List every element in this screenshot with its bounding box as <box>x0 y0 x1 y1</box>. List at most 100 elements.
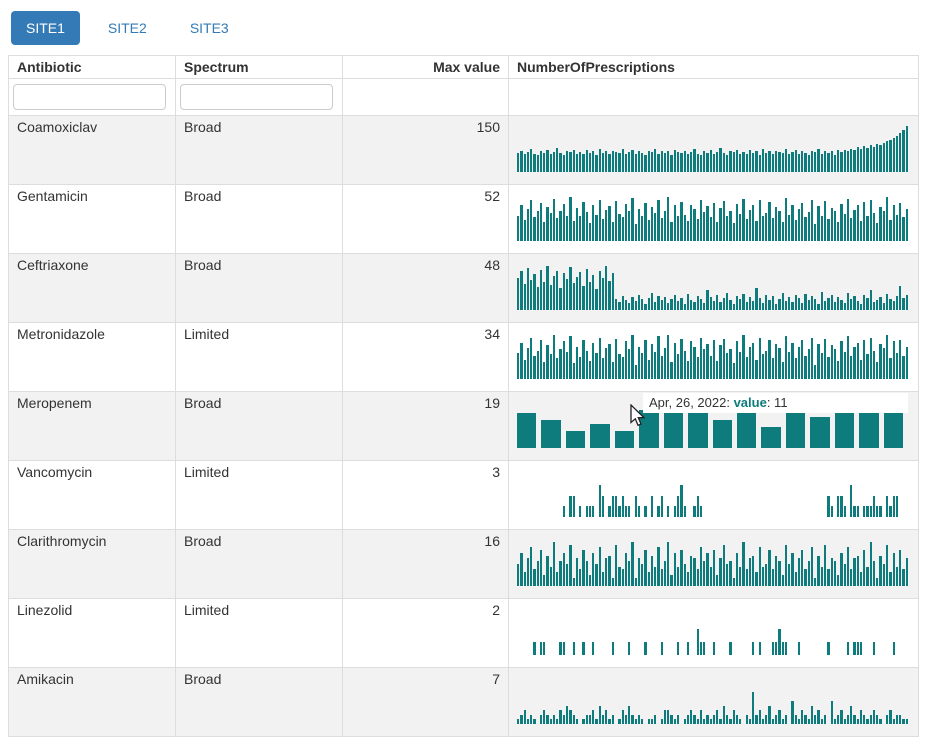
sparkline-bar[interactable] <box>595 289 598 310</box>
sparkline-bar[interactable] <box>758 298 761 310</box>
sparkline-bar[interactable] <box>654 715 657 724</box>
sparkline-bar[interactable] <box>667 710 670 724</box>
sparkline-bar[interactable] <box>624 715 628 724</box>
sparkline-bar[interactable] <box>637 151 641 172</box>
sparkline-bar[interactable] <box>771 719 774 724</box>
sparkline-bar[interactable] <box>771 642 774 655</box>
sparkline-bar[interactable] <box>709 297 712 310</box>
sparkline-bar[interactable] <box>657 547 660 586</box>
sparkline-bar[interactable] <box>788 215 791 241</box>
sparkline-bar[interactable] <box>765 295 768 310</box>
column-header-numberofprescriptions[interactable]: NumberOfPrescriptions <box>508 55 919 79</box>
sparkline-bar[interactable] <box>523 710 526 724</box>
sparkline-bar[interactable] <box>726 353 729 379</box>
sparkline-bar[interactable] <box>526 558 530 586</box>
sparkline-bar[interactable] <box>892 341 895 379</box>
sparkline-bar[interactable] <box>546 266 549 310</box>
sparkline-bar[interactable] <box>539 270 543 310</box>
sparkline-bar[interactable] <box>856 205 859 241</box>
sparkline-bar[interactable] <box>774 151 778 172</box>
sparkline-bar[interactable] <box>543 710 546 724</box>
sparkline-bar[interactable] <box>732 710 735 724</box>
sparkline-bar[interactable] <box>660 642 663 655</box>
sparkline-bar[interactable] <box>690 556 693 586</box>
sparkline-bar[interactable] <box>853 347 856 379</box>
sparkline-bar[interactable] <box>709 150 712 172</box>
sparkline-bar[interactable] <box>817 304 820 310</box>
sparkline-bar[interactable] <box>628 706 631 724</box>
sparkline-bar[interactable] <box>667 335 670 379</box>
column-header-spectrum[interactable]: Spectrum <box>175 55 343 79</box>
sparkline-bar[interactable] <box>660 719 663 724</box>
sparkline-bar[interactable] <box>866 506 869 517</box>
sparkline-bar[interactable] <box>608 281 611 310</box>
sparkline-bar[interactable] <box>562 642 565 655</box>
sparkline-bar[interactable] <box>837 575 840 586</box>
sparkline-bar[interactable] <box>745 302 748 310</box>
sparkline-bar[interactable] <box>637 506 641 517</box>
sparkline-bar[interactable] <box>569 152 572 172</box>
sparkline-bar[interactable] <box>785 413 806 448</box>
sparkline-bar[interactable] <box>588 575 592 586</box>
sparkline-bar[interactable] <box>876 578 879 586</box>
sparkline-bar[interactable] <box>526 152 530 172</box>
sparkline-bar[interactable] <box>634 578 637 586</box>
sparkline-bar[interactable] <box>778 710 781 724</box>
sparkline-bar[interactable] <box>618 153 621 172</box>
sparkline-bar[interactable] <box>592 205 595 241</box>
sparkline-bar[interactable] <box>680 298 683 310</box>
sparkline-bar[interactable] <box>732 578 735 586</box>
sparkline-bar[interactable] <box>549 213 552 241</box>
sparkline-bar[interactable] <box>794 358 797 379</box>
sparkline-bar[interactable] <box>732 152 735 172</box>
sparkline-bar[interactable] <box>517 564 520 586</box>
sparkline-bar[interactable] <box>628 152 631 172</box>
sparkline-bar[interactable] <box>834 410 855 448</box>
sparkline-bar[interactable] <box>520 205 523 241</box>
sparkline-bar[interactable] <box>810 547 814 586</box>
sparkline-bar[interactable] <box>565 216 569 241</box>
sparkline-bar[interactable] <box>703 151 706 172</box>
sparkline-bar[interactable] <box>592 275 595 310</box>
sparkline-bar[interactable] <box>585 351 588 379</box>
sparkline-bar[interactable] <box>765 153 768 172</box>
sparkline-bar[interactable] <box>872 642 876 655</box>
sparkline-bar[interactable] <box>539 151 543 172</box>
sparkline-bar[interactable] <box>621 569 624 586</box>
sparkline-bar[interactable] <box>895 136 899 172</box>
sparkline-bar[interactable] <box>716 710 719 724</box>
sparkline-bar[interactable] <box>562 273 565 310</box>
sparkline-bar[interactable] <box>788 352 791 379</box>
sparkline-bar[interactable] <box>686 361 690 379</box>
sparkline-bar[interactable] <box>827 569 830 586</box>
sparkline-bar[interactable] <box>827 298 830 310</box>
sparkline-bar[interactable] <box>739 567 742 586</box>
sparkline-bar[interactable] <box>856 556 859 586</box>
sparkline-bar[interactable] <box>582 154 585 172</box>
sparkline-bar[interactable] <box>791 701 794 724</box>
sparkline-bar[interactable] <box>699 506 703 517</box>
sparkline-bar[interactable] <box>902 217 905 241</box>
sparkline-bar[interactable] <box>872 496 876 517</box>
sparkline-bar[interactable] <box>823 151 827 172</box>
sparkline-bar[interactable] <box>598 149 601 172</box>
sparkline-bar[interactable] <box>569 267 572 310</box>
sparkline-bar[interactable] <box>644 304 647 310</box>
sparkline-bar[interactable] <box>579 272 582 310</box>
sparkline-bar[interactable] <box>549 285 552 310</box>
sparkline-bar[interactable] <box>879 207 882 241</box>
sparkline-bar[interactable] <box>579 216 582 241</box>
sparkline-bar[interactable] <box>722 201 725 241</box>
sparkline-bar[interactable] <box>582 642 585 655</box>
sparkline-bar[interactable] <box>774 715 778 724</box>
sparkline-bar[interactable] <box>768 706 771 724</box>
sparkline-bar[interactable] <box>624 154 628 172</box>
sparkline-bar[interactable] <box>677 715 680 724</box>
sparkline-bar[interactable] <box>660 151 663 172</box>
sparkline-bar[interactable] <box>536 211 539 241</box>
sparkline-bar[interactable] <box>614 431 635 448</box>
sparkline-bar[interactable] <box>902 130 905 172</box>
sparkline-bar[interactable] <box>592 506 595 517</box>
sparkline-bar[interactable] <box>856 642 859 655</box>
sparkline-bar[interactable] <box>735 150 739 172</box>
